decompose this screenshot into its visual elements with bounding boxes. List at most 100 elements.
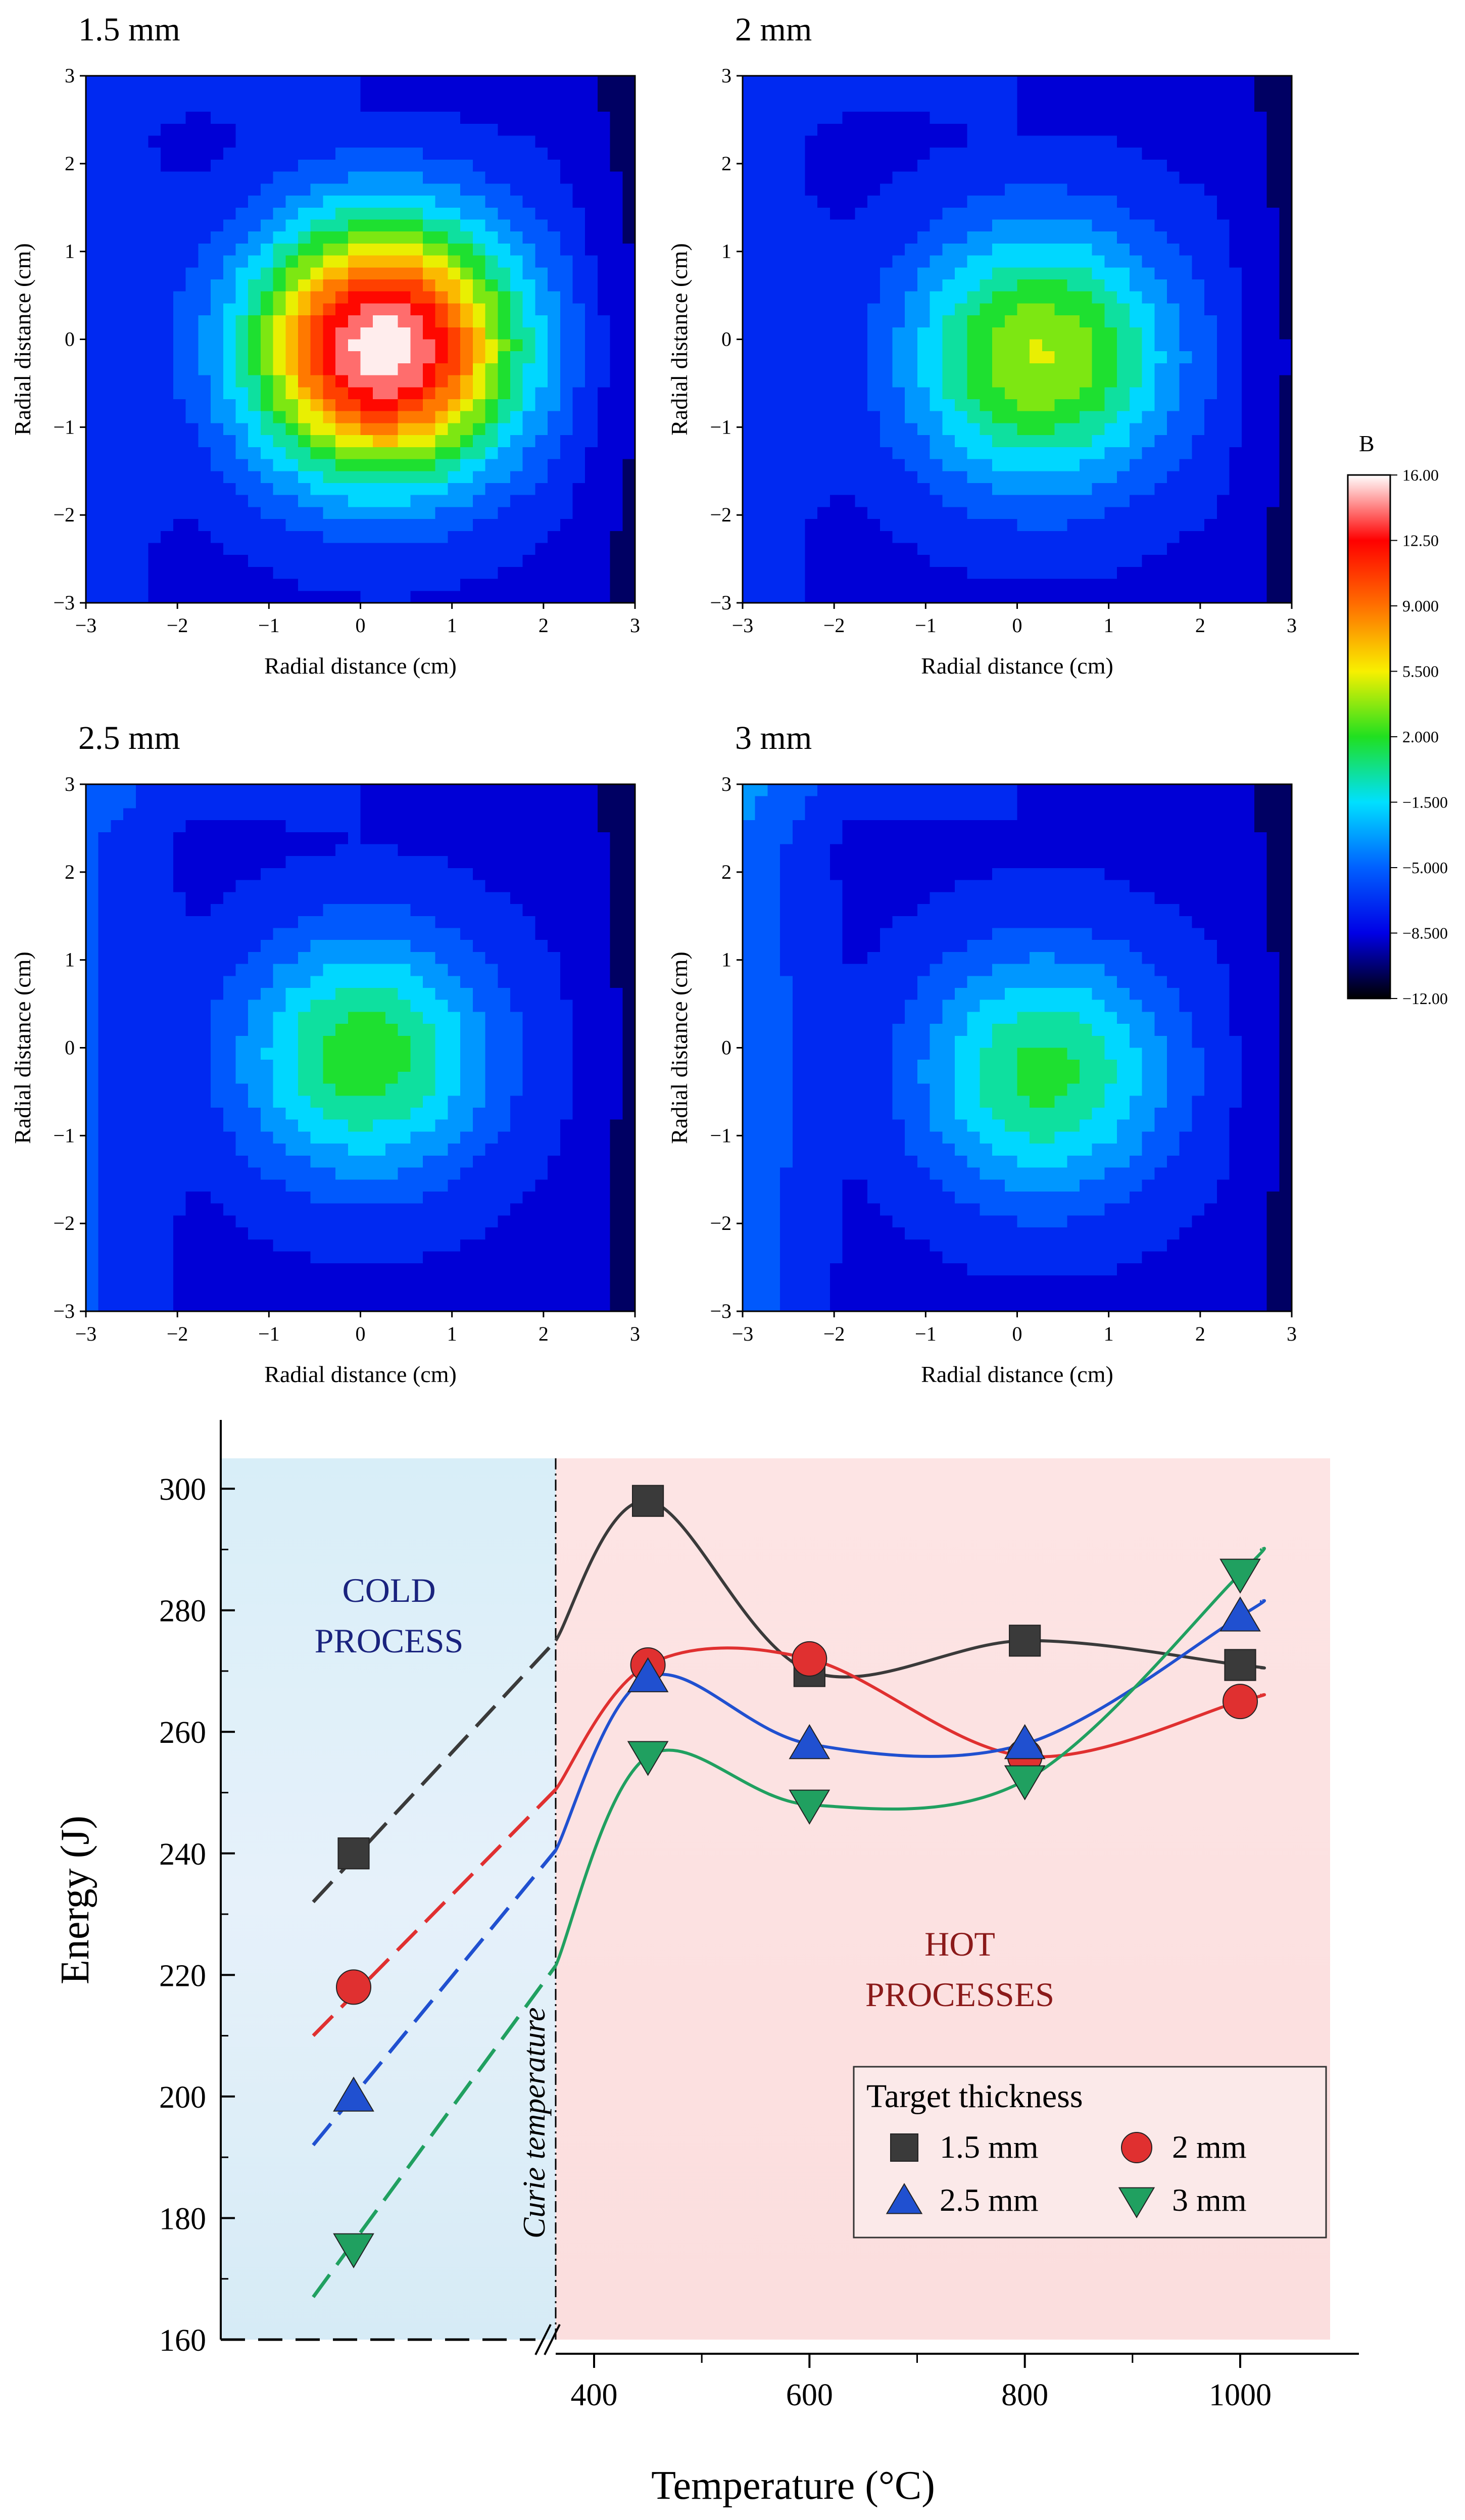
data-point-marker [337, 1837, 370, 1870]
cold-extrapolation-line [312, 1965, 557, 2298]
y-axis-label: Radial distance (cm) [10, 952, 35, 1144]
data-point-marker [1219, 1558, 1261, 1594]
data-point-marker [1121, 2132, 1152, 2163]
x-tick-label: 1 [1104, 1322, 1114, 1345]
x-tick-label: −3 [75, 614, 97, 637]
y-tick-label: −1 [710, 415, 731, 438]
x-axis-label: Radial distance (cm) [264, 653, 457, 679]
panel-title: 2 mm [735, 11, 812, 48]
data-point-marker [627, 1657, 669, 1692]
y-tick-label: 180 [159, 2202, 206, 2236]
x-axis-label: Radial distance (cm) [921, 1361, 1113, 1387]
legend: Target thickness 1.5 mm 2 mm 2.5 mm 3 mm [853, 2066, 1327, 2239]
y-tick-label: 1 [65, 240, 75, 263]
legend-title: Target thickness [866, 2078, 1083, 2115]
y-tick-label: −1 [710, 1124, 731, 1147]
legend-item-label: 2 mm [1172, 2129, 1247, 2165]
colorbar-tick-label: 9.000 [1402, 597, 1439, 615]
colorbar-tick-label: −8.500 [1402, 924, 1448, 942]
y-axis-label: Radial distance (cm) [10, 243, 35, 436]
y-tick-label: 0 [65, 328, 75, 351]
colorbar-tick-label: 16.00 [1402, 466, 1439, 484]
x-tick-label: 2 [539, 614, 549, 637]
y-tick-label: 2 [65, 861, 75, 883]
x-tick-label: −1 [915, 1322, 937, 1345]
y-axis-label: Radial distance (cm) [666, 243, 692, 436]
chart-axes: 160 180 200 220 240 260 280 300 400 600 800 1000 [159, 1420, 1359, 2412]
contour-field [743, 76, 1292, 603]
x-tick-label: 0 [1012, 614, 1022, 637]
y-tick-label: −1 [53, 1124, 75, 1147]
x-axis-label: Radial distance (cm) [264, 1361, 457, 1387]
x-tick-label: 2 [1195, 1322, 1205, 1345]
y-tick-label: 220 [159, 1959, 206, 1993]
x-tick-label: −2 [823, 1322, 845, 1345]
y-tick-label: −2 [53, 1212, 75, 1234]
legend-item: 1.5 mm [890, 2129, 1039, 2165]
y-tick-label: 240 [159, 1837, 206, 1872]
x-tick-label: −3 [732, 1322, 754, 1345]
legend-item-label: 3 mm [1172, 2182, 1247, 2218]
y-tick-label: −3 [710, 591, 731, 614]
x-tick-label: −2 [823, 614, 845, 637]
data-point-marker [890, 2133, 918, 2162]
x-tick-label: 3 [1287, 614, 1297, 637]
panel-title: 1.5 mm [78, 11, 180, 48]
y-tick-label: 3 [65, 64, 75, 87]
x-tick-label: 400 [571, 2378, 618, 2412]
data-point-marker [789, 1789, 831, 1825]
x-tick-label: 3 [630, 614, 640, 637]
data-point-marker [627, 1741, 669, 1776]
data-point-marker [792, 1641, 827, 1677]
data-point-marker [333, 2233, 374, 2268]
x-tick-label: −1 [258, 614, 280, 637]
hot-label-line2: PROCESSES [865, 1975, 1054, 2014]
x-tick-label: 3 [630, 1322, 640, 1345]
data-point-marker [1219, 1596, 1261, 1632]
x-tick-label: 1 [447, 614, 457, 637]
x-axis-label: Temperature (°C) [651, 2463, 935, 2508]
colorbar-tick-label: 5.500 [1402, 662, 1439, 681]
contour-panel: 2.5 mm −3−3 −2 −2 −1 −1 0 0 1 1 2 2 3 3 Radial distanc… [10, 720, 640, 1387]
colorbar-gradient [1347, 474, 1391, 1000]
y-tick-label: −3 [710, 1300, 731, 1322]
colorbar-tick-label: −1.500 [1402, 793, 1448, 812]
x-tick-label: −2 [167, 1322, 188, 1345]
legend-item: 3 mm [1118, 2182, 1247, 2218]
data-point-marker [886, 2183, 923, 2214]
colorbar-title: B [1359, 431, 1375, 456]
y-tick-label: −3 [53, 1300, 75, 1322]
y-axis-label: Energy (J) [53, 1816, 97, 1984]
x-tick-label: 0 [1012, 1322, 1022, 1345]
x-tick-label: −2 [167, 614, 188, 637]
hot-label-line1: HOT [924, 1925, 995, 1963]
data-point-marker [631, 1485, 664, 1517]
x-tick-label: 2 [1195, 614, 1205, 637]
contour-field [86, 76, 636, 603]
energy-temperature-chart: Curie temperature COLD PROCESS HOT PROCE… [53, 1420, 1359, 2508]
y-tick-label: 2 [721, 861, 731, 883]
legend-item: 2.5 mm [886, 2182, 1039, 2218]
y-tick-label: 3 [65, 773, 75, 795]
axis-break-mark [534, 2324, 552, 2355]
panel-title: 3 mm [735, 720, 812, 756]
y-tick-label: −2 [53, 503, 75, 526]
series-curve [554, 1499, 1266, 1679]
colorbar-tick-label: −12.00 [1402, 989, 1448, 1008]
x-tick-label: 0 [356, 614, 366, 637]
y-tick-label: 300 [159, 1472, 206, 1507]
y-tick-label: 3 [721, 64, 731, 87]
x-tick-label: 0 [356, 1322, 366, 1345]
y-tick-label: 2 [721, 152, 731, 175]
data-point-marker [1223, 1684, 1258, 1720]
legend-box [853, 2066, 1327, 2239]
x-tick-label: −1 [915, 614, 937, 637]
contour-panel: 1.5 mm −3−3 −2 −2 −1 −1 0 0 1 1 2 2 3 3 Radial distanc… [10, 11, 640, 679]
data-point-marker [789, 1724, 831, 1760]
x-tick-label: −3 [732, 614, 754, 637]
y-tick-label: 3 [721, 773, 731, 795]
x-tick-label: −3 [75, 1322, 97, 1345]
y-tick-label: −2 [710, 1212, 731, 1234]
